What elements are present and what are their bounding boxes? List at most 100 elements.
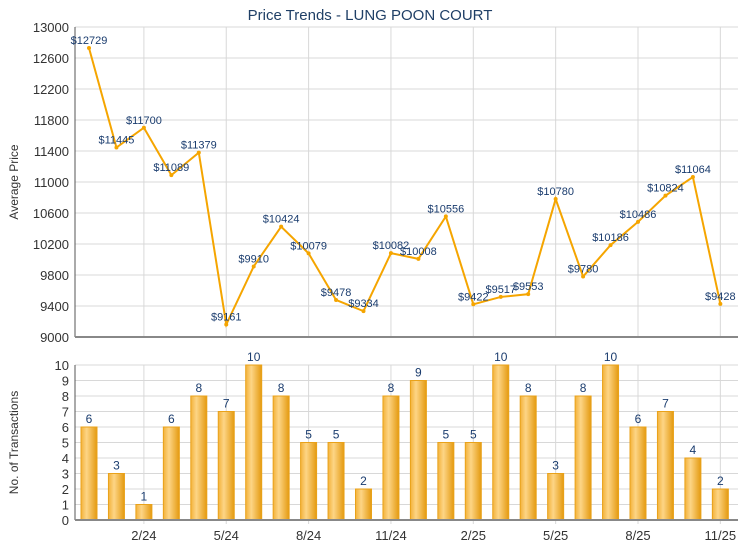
y-tick-label: 10: [55, 358, 69, 373]
transactions-bar: [190, 395, 208, 521]
price-point: [306, 251, 311, 256]
price-point: [416, 256, 421, 261]
price-point: [498, 294, 503, 299]
bar-data-label: 8: [525, 381, 532, 395]
price-point: [279, 224, 284, 229]
price-data-label: $10824: [647, 183, 684, 195]
y-tick-label: 9400: [40, 299, 69, 314]
transactions-bar: [629, 426, 647, 521]
price-data-label: $9422: [458, 291, 489, 303]
price-data-label: $11700: [126, 115, 162, 127]
bar-data-label: 2: [360, 474, 367, 488]
price-point: [443, 214, 448, 219]
transactions-bar: [162, 426, 180, 521]
bar-data-label: 10: [494, 350, 508, 364]
bar-data-label: 5: [333, 428, 340, 442]
price-point: [718, 301, 723, 306]
transactions-bar: [107, 473, 125, 521]
price-point: [690, 175, 695, 180]
price-data-label: $9334: [348, 298, 379, 310]
transactions-bar: [519, 395, 537, 521]
price-data-label: $9780: [568, 264, 599, 276]
price-data-label: $9478: [321, 287, 352, 299]
y-tick-label: 7: [62, 405, 69, 420]
y-tick-label: 12200: [33, 82, 69, 97]
bar-data-label: 3: [113, 459, 120, 473]
price-data-label: $12729: [71, 35, 108, 47]
price-point: [553, 197, 558, 202]
x-tick-label: 5/24: [214, 528, 239, 543]
bar-data-label: 7: [662, 397, 669, 411]
transactions-bar: [245, 364, 263, 521]
bar-data-label: 4: [690, 443, 697, 457]
price-data-label: $10780: [537, 186, 574, 198]
price-point: [471, 302, 476, 307]
transactions-bar: [382, 395, 400, 521]
price-data-label: $10082: [373, 240, 410, 252]
bar-data-label: 8: [195, 381, 202, 395]
bar-data-label: 6: [168, 412, 175, 426]
bar-data-label: 8: [278, 381, 285, 395]
y-tick-label: 13000: [33, 20, 69, 35]
transactions-bar: [409, 380, 427, 521]
price-data-label: $11445: [99, 135, 135, 147]
bar-data-label: 5: [443, 428, 450, 442]
price-data-label: $9553: [513, 281, 544, 293]
y-tick-label: 11400: [34, 144, 69, 159]
y-tick-label: 9: [62, 374, 69, 389]
bar-data-label: 5: [470, 428, 477, 442]
transactions-bar: [300, 442, 318, 521]
price-point: [196, 150, 201, 155]
y-tick-label: 1: [62, 498, 69, 513]
price-data-label: $11064: [675, 164, 711, 176]
price-data-label: $10079: [290, 240, 327, 252]
bar-data-label: 1: [141, 490, 148, 504]
transactions-bar: [711, 488, 729, 521]
price-data-label: $9517: [485, 284, 516, 296]
price-point: [87, 46, 91, 51]
y-tick-label: 6: [62, 420, 69, 435]
bar-data-label: 6: [86, 412, 93, 426]
y-tick-label: 11800: [34, 113, 69, 128]
price-point: [141, 125, 146, 130]
bar-data-label: 2: [717, 474, 724, 488]
y-tick-label: 3: [62, 467, 69, 482]
x-tick-label: 11/25: [705, 528, 737, 543]
y-tick-label: 10200: [33, 237, 69, 252]
bar-data-label: 8: [580, 381, 587, 395]
price-data-label: $10008: [400, 246, 437, 258]
y-axis-title: No. of Transactions: [7, 391, 21, 494]
transactions-bar: [80, 426, 98, 521]
transactions-bar: [574, 395, 592, 521]
x-tick-label: 8/25: [625, 528, 650, 543]
transactions-bar: [135, 504, 153, 521]
y-axis-title: Average Price: [7, 144, 21, 219]
transactions-bar: [217, 411, 235, 521]
bar-data-label: 7: [223, 397, 230, 411]
bar-data-label: 10: [604, 350, 618, 364]
x-tick-label: 2/25: [461, 528, 486, 543]
y-tick-label: 2: [62, 482, 69, 497]
price-data-label: $10424: [263, 214, 300, 226]
transactions-bar: [464, 442, 482, 521]
y-tick-label: 0: [62, 513, 69, 528]
price-data-label: $10186: [592, 232, 629, 244]
transactions-bar: [272, 395, 290, 521]
y-tick-label: 5: [62, 436, 69, 451]
price-point: [663, 193, 668, 198]
price-point: [388, 251, 393, 256]
price-point: [361, 309, 366, 314]
bar-data-label: 3: [552, 459, 559, 473]
bar-data-label: 8: [388, 381, 395, 395]
price-data-label: $10556: [427, 203, 464, 215]
price-point: [114, 145, 119, 150]
y-tick-label: 4: [62, 451, 69, 466]
transactions-bar: [656, 411, 674, 521]
price-data-label: $9910: [238, 253, 269, 265]
x-tick-label: 5/25: [543, 528, 568, 543]
price-point: [608, 243, 613, 248]
x-tick-label: 2/24: [131, 528, 156, 543]
y-tick-label: 8: [62, 389, 69, 404]
bar-data-label: 10: [247, 350, 261, 364]
